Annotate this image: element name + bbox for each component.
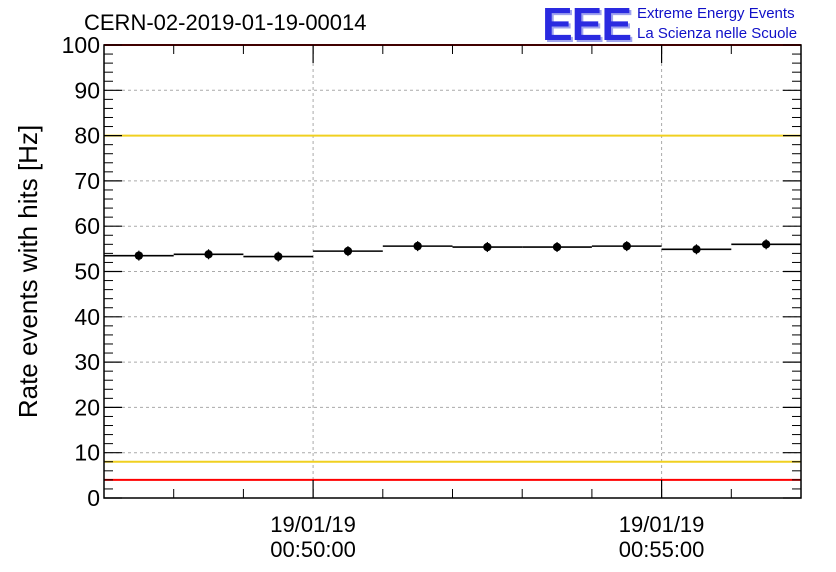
y-tick-label: 30 (74, 349, 100, 375)
y-tick-label: 0 (87, 485, 100, 511)
data-point (692, 245, 701, 254)
y-tick-label: 20 (74, 394, 100, 420)
chart-title: CERN-02-2019-01-19-00014 (84, 10, 367, 35)
data-point (134, 251, 144, 260)
data-point (622, 241, 631, 251)
data-point (204, 250, 213, 259)
data-point (761, 240, 771, 249)
y-tick-label: 100 (62, 32, 100, 58)
y-tick-label: 80 (74, 123, 100, 149)
eee-logo: EEE (542, 0, 632, 50)
logo-line-1: Extreme Energy Events (637, 5, 795, 22)
logo-subtitle: Extreme Energy Events La Scienza nelle S… (637, 4, 797, 44)
y-tick-label: 40 (74, 304, 100, 330)
data-series (104, 239, 801, 262)
x-tick-date: 19/01/19 (619, 512, 705, 537)
grid-lines (104, 45, 801, 498)
y-tick-label: 50 (74, 259, 100, 285)
data-point (483, 242, 492, 252)
logo-line-2: La Scienza nelle Scuole (637, 25, 798, 42)
y-axis-label: Rate events with hits [Hz] (13, 125, 43, 418)
data-point (274, 252, 283, 261)
y-tick-label: 70 (74, 168, 100, 194)
y-tick-label: 60 (74, 213, 100, 239)
reference-lines (104, 44, 801, 481)
axes: 010203040506070809010019/01/1900:50:0019… (62, 32, 802, 562)
x-tick-date: 19/01/19 (270, 512, 356, 537)
data-point (413, 241, 422, 251)
x-tick-time: 00:55:00 (619, 537, 705, 562)
data-point (552, 242, 562, 252)
y-tick-label: 90 (74, 77, 100, 103)
y-tick-label: 10 (74, 440, 100, 466)
x-tick-time: 00:50:00 (270, 537, 356, 562)
data-point (343, 246, 353, 256)
